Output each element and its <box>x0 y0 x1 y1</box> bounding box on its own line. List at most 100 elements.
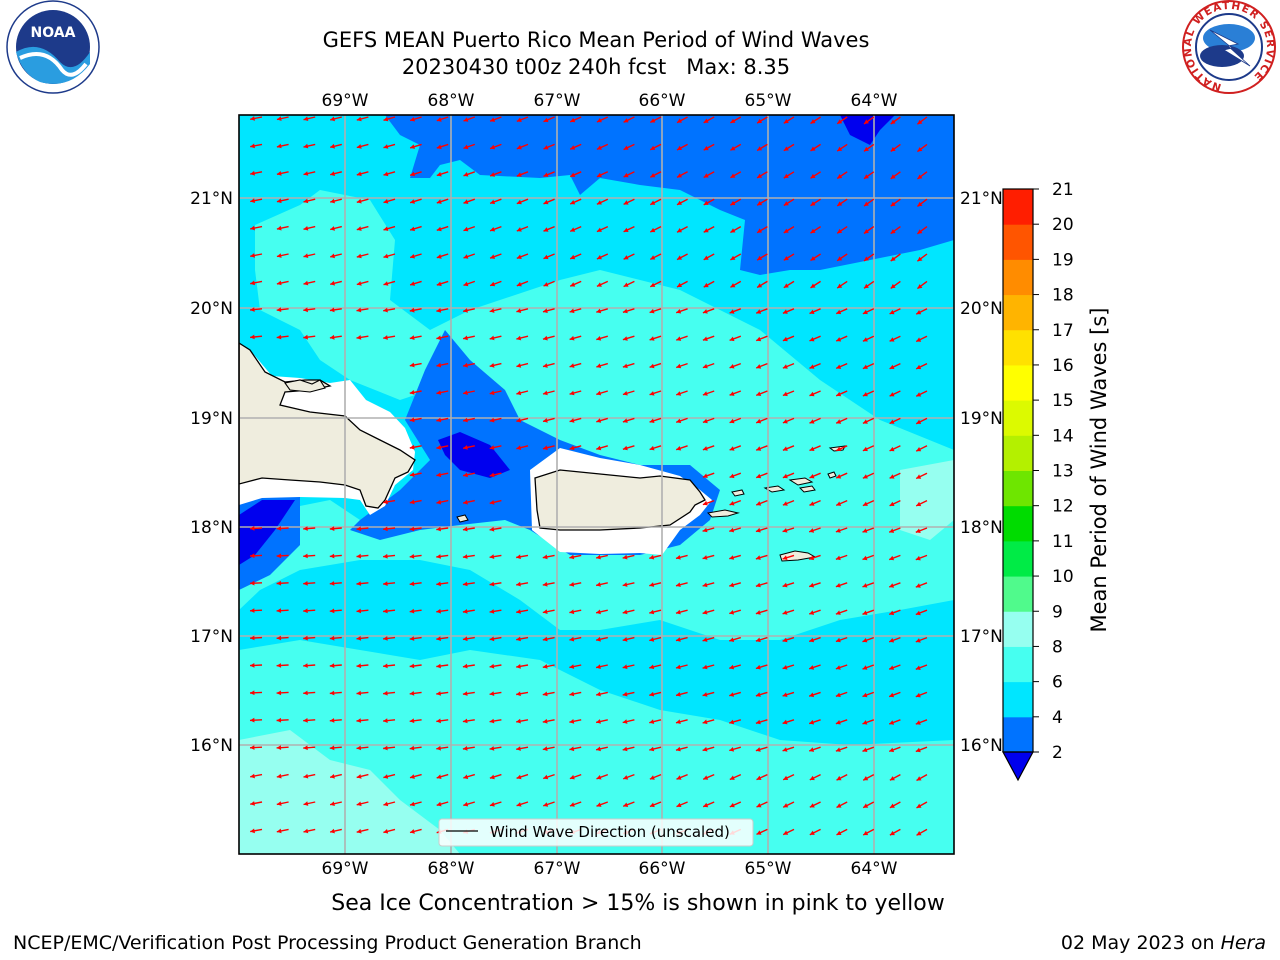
wind-wave-arrow-head <box>303 663 308 668</box>
wind-wave-arrow-head <box>409 691 415 696</box>
wind-wave-arrow-head <box>915 720 921 725</box>
wind-wave-arrow-head <box>782 582 788 588</box>
wind-wave-arrow-head <box>303 745 308 751</box>
wind-wave-arrow-head <box>623 200 629 205</box>
wind-wave-arrow-head <box>915 610 921 616</box>
wind-wave-arrow-head <box>916 501 922 507</box>
wind-wave-arrow-head <box>516 199 522 205</box>
legend-label: Wind Wave Direction (unscaled) <box>490 823 730 841</box>
lon-label-bottom: 64°W <box>851 859 898 879</box>
colorbar-segment <box>1003 576 1033 612</box>
wind-wave-arrow-head <box>356 253 362 259</box>
wind-wave-arrow-head <box>837 201 843 206</box>
wind-wave-arrow-head <box>889 610 895 616</box>
wind-wave-arrow-head <box>410 281 415 286</box>
wind-wave-arrow-head <box>303 280 309 286</box>
wind-wave-arrow-head <box>569 390 575 396</box>
wind-wave-arrow-head <box>383 499 388 505</box>
wind-wave-arrow-head <box>436 226 442 232</box>
wind-wave-arrow-head <box>676 336 682 341</box>
wind-wave-arrow-head <box>889 692 895 698</box>
colorbar-segment <box>1003 329 1033 366</box>
wind-wave-arrow-head <box>702 527 708 533</box>
wind-wave-arrow-head <box>250 608 255 613</box>
wind-wave-arrow-head <box>623 802 629 807</box>
wind-wave-arrow-head <box>516 117 522 122</box>
wind-wave-arrow-head <box>649 391 655 396</box>
wind-wave-arrow-head <box>542 691 548 697</box>
wind-wave-arrow-head <box>462 746 468 751</box>
wind-wave-arrow-head <box>782 555 788 560</box>
wind-wave-arrow-head <box>810 256 816 261</box>
wind-wave-arrow-head <box>250 801 255 806</box>
wind-wave-arrow-head <box>329 526 335 531</box>
wind-wave-arrow-head <box>543 172 549 177</box>
colorbar-tick-label: 6 <box>1052 673 1063 693</box>
wind-wave-arrow-head <box>863 830 869 836</box>
wind-wave-arrow-head <box>890 201 896 207</box>
colorbar-tick-label: 21 <box>1052 180 1074 200</box>
wind-wave-arrow-head <box>463 335 468 341</box>
wind-wave-arrow-head <box>623 255 629 260</box>
wind-wave-arrow-head <box>864 174 869 179</box>
wind-wave-arrow-head <box>916 419 922 424</box>
wind-wave-arrow-head <box>809 528 815 533</box>
colorbar-tick-label: 19 <box>1052 250 1074 270</box>
map-frame <box>238 114 955 855</box>
wind-wave-arrow-head <box>596 775 602 780</box>
credit-line: NCEP/EMC/Verification Post Processing Pr… <box>13 932 642 954</box>
wind-wave-arrow-head <box>570 172 576 177</box>
wind-wave-arrow-head <box>650 118 656 123</box>
colorbar-segment <box>1003 646 1033 683</box>
wind-wave-arrow-head <box>383 116 389 122</box>
wind-wave-arrow-head <box>436 636 441 641</box>
wind-wave-arrow-head <box>410 829 415 834</box>
wind-wave-arrow-head <box>702 446 708 451</box>
wind-wave-arrow-head <box>436 745 441 751</box>
wind-wave-arrow-head <box>703 282 709 288</box>
wind-wave-arrow-head <box>596 664 601 669</box>
wind-wave-arrow-head <box>889 720 895 725</box>
wind-wave-arrow-head <box>409 526 415 532</box>
wind-wave-arrow-head <box>835 610 841 615</box>
wind-wave-arrow-head <box>729 719 735 725</box>
wind-wave-arrow-head <box>703 173 709 178</box>
colorbar-segment <box>1003 364 1033 401</box>
colorbar-label: Mean Period of Wind Waves [s] <box>1087 308 1111 633</box>
wind-wave-arrow-head <box>303 198 309 204</box>
wind-wave-arrow-head <box>410 171 415 177</box>
colorbar-segment <box>1003 716 1033 753</box>
wind-wave-arrow-head <box>330 253 335 259</box>
wind-wave-arrow-head <box>383 636 388 641</box>
wind-wave-arrow-head <box>889 803 895 808</box>
wind-wave-arrow-head <box>889 638 895 643</box>
wind-wave-arrow-head <box>889 665 895 670</box>
wind-wave-arrow-head <box>730 255 736 260</box>
wind-wave-arrow-head <box>889 776 895 781</box>
wind-wave-arrow-head <box>329 608 335 614</box>
wind-wave-arrow-head <box>276 745 282 750</box>
wind-wave-arrow-head <box>809 775 815 781</box>
wind-wave-arrow-head <box>676 609 681 615</box>
wind-wave-arrow-head <box>543 363 548 368</box>
wind-wave-arrow-head <box>329 581 335 586</box>
wind-wave-arrow-head <box>329 663 335 668</box>
wind-wave-arrow-head <box>677 228 682 233</box>
wind-wave-arrow-head <box>783 256 789 261</box>
lon-label-top: 65°W <box>745 91 792 111</box>
wind-wave-arrow-head <box>463 417 468 423</box>
wind-wave-arrows <box>249 116 928 836</box>
wind-wave-arrow-head <box>303 773 309 779</box>
wind-wave-arrow-head <box>276 526 282 531</box>
wind-wave-arrow-head <box>383 581 388 586</box>
lat-label-left: 18°N <box>190 518 233 538</box>
wind-wave-arrow-head <box>703 255 709 260</box>
wind-wave-arrow-head <box>276 280 282 286</box>
wind-wave-arrow-head <box>889 337 895 342</box>
wind-wave-arrow-head <box>730 173 736 178</box>
wind-wave-arrow-head <box>276 663 282 668</box>
colorbar-tick-label: 9 <box>1052 602 1063 622</box>
wind-wave-arrow-head <box>649 691 655 697</box>
wind-wave-arrow-head <box>250 334 255 340</box>
land-hispaniola <box>239 342 416 509</box>
